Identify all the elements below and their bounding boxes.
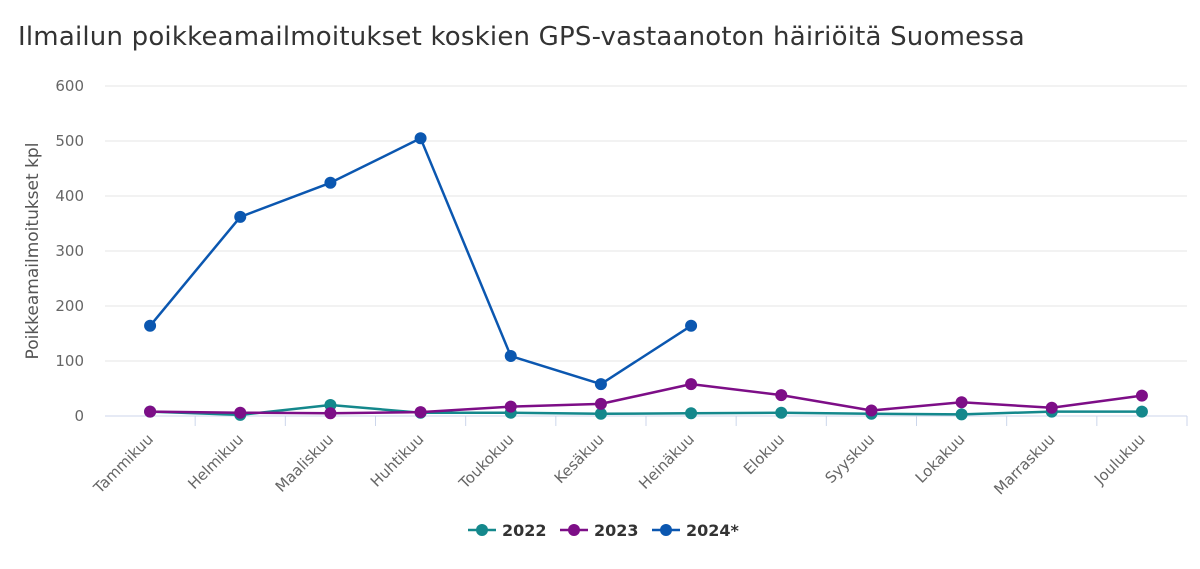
data-point[interactable] xyxy=(685,378,698,391)
data-point[interactable] xyxy=(594,378,607,391)
data-point[interactable] xyxy=(144,405,157,418)
data-point[interactable] xyxy=(594,397,607,410)
x-tick-label: Lokakuu xyxy=(912,430,969,487)
x-tick-label: Marraskuu xyxy=(990,430,1058,498)
legend-label[interactable]: 2022 xyxy=(502,521,547,540)
legend-symbol[interactable] xyxy=(476,524,488,536)
data-point[interactable] xyxy=(414,132,427,145)
data-point[interactable] xyxy=(504,350,517,363)
data-point[interactable] xyxy=(414,406,427,419)
data-point[interactable] xyxy=(594,407,607,420)
data-point[interactable] xyxy=(324,399,337,411)
x-tick-label: Helmikuu xyxy=(184,430,247,493)
y-tick-label: 400 xyxy=(55,187,84,205)
series-line-2022 xyxy=(148,403,1144,417)
x-tick-label: Heinäkuu xyxy=(635,430,698,493)
y-tick-label: 0 xyxy=(74,407,84,425)
series-line-2024 xyxy=(148,137,693,386)
y-tick-label: 100 xyxy=(55,352,84,370)
data-point[interactable] xyxy=(324,176,337,189)
x-tick-label: Elokuu xyxy=(740,430,788,478)
y-tick-label: 500 xyxy=(55,132,84,150)
y-tick-label: 200 xyxy=(55,297,84,315)
data-point[interactable] xyxy=(234,406,247,419)
x-tick-label: Syyskuu xyxy=(821,430,878,487)
data-point[interactable] xyxy=(324,407,337,420)
y-tick-label: 300 xyxy=(55,242,84,260)
y-axis-title: Poikkeamailmoitukset kpl xyxy=(23,143,43,360)
legend-label[interactable]: 2023 xyxy=(594,521,639,540)
legend-label[interactable]: 2024* xyxy=(686,521,740,540)
data-point[interactable] xyxy=(685,407,698,420)
data-point[interactable] xyxy=(775,389,788,402)
x-tick-label: Joulukuu xyxy=(1090,430,1149,489)
data-point[interactable] xyxy=(504,400,517,413)
x-tick-label: Huhtikuu xyxy=(367,430,428,491)
data-point[interactable] xyxy=(955,396,968,409)
data-point[interactable] xyxy=(775,406,788,419)
legend-symbol[interactable] xyxy=(660,524,672,536)
data-point[interactable] xyxy=(865,404,878,417)
x-tick-label: Toukokuu xyxy=(455,430,518,493)
x-tick-label: Tammikuu xyxy=(89,430,157,498)
data-point[interactable] xyxy=(1045,401,1058,414)
data-point[interactable] xyxy=(1135,405,1148,418)
data-point[interactable] xyxy=(234,210,247,223)
data-point[interactable] xyxy=(1135,389,1148,402)
legend-symbol[interactable] xyxy=(568,524,580,536)
chart-title: Ilmailun poikkeamailmoitukset koskien GP… xyxy=(18,22,1025,52)
data-point[interactable] xyxy=(144,319,157,332)
x-tick-label: Kesäkuu xyxy=(551,430,608,487)
x-tick-label: Maaliskuu xyxy=(272,430,338,496)
series-line-2023 xyxy=(148,382,1144,415)
data-point[interactable] xyxy=(685,319,698,332)
y-tick-label: 600 xyxy=(55,77,84,95)
data-point[interactable] xyxy=(955,408,968,421)
